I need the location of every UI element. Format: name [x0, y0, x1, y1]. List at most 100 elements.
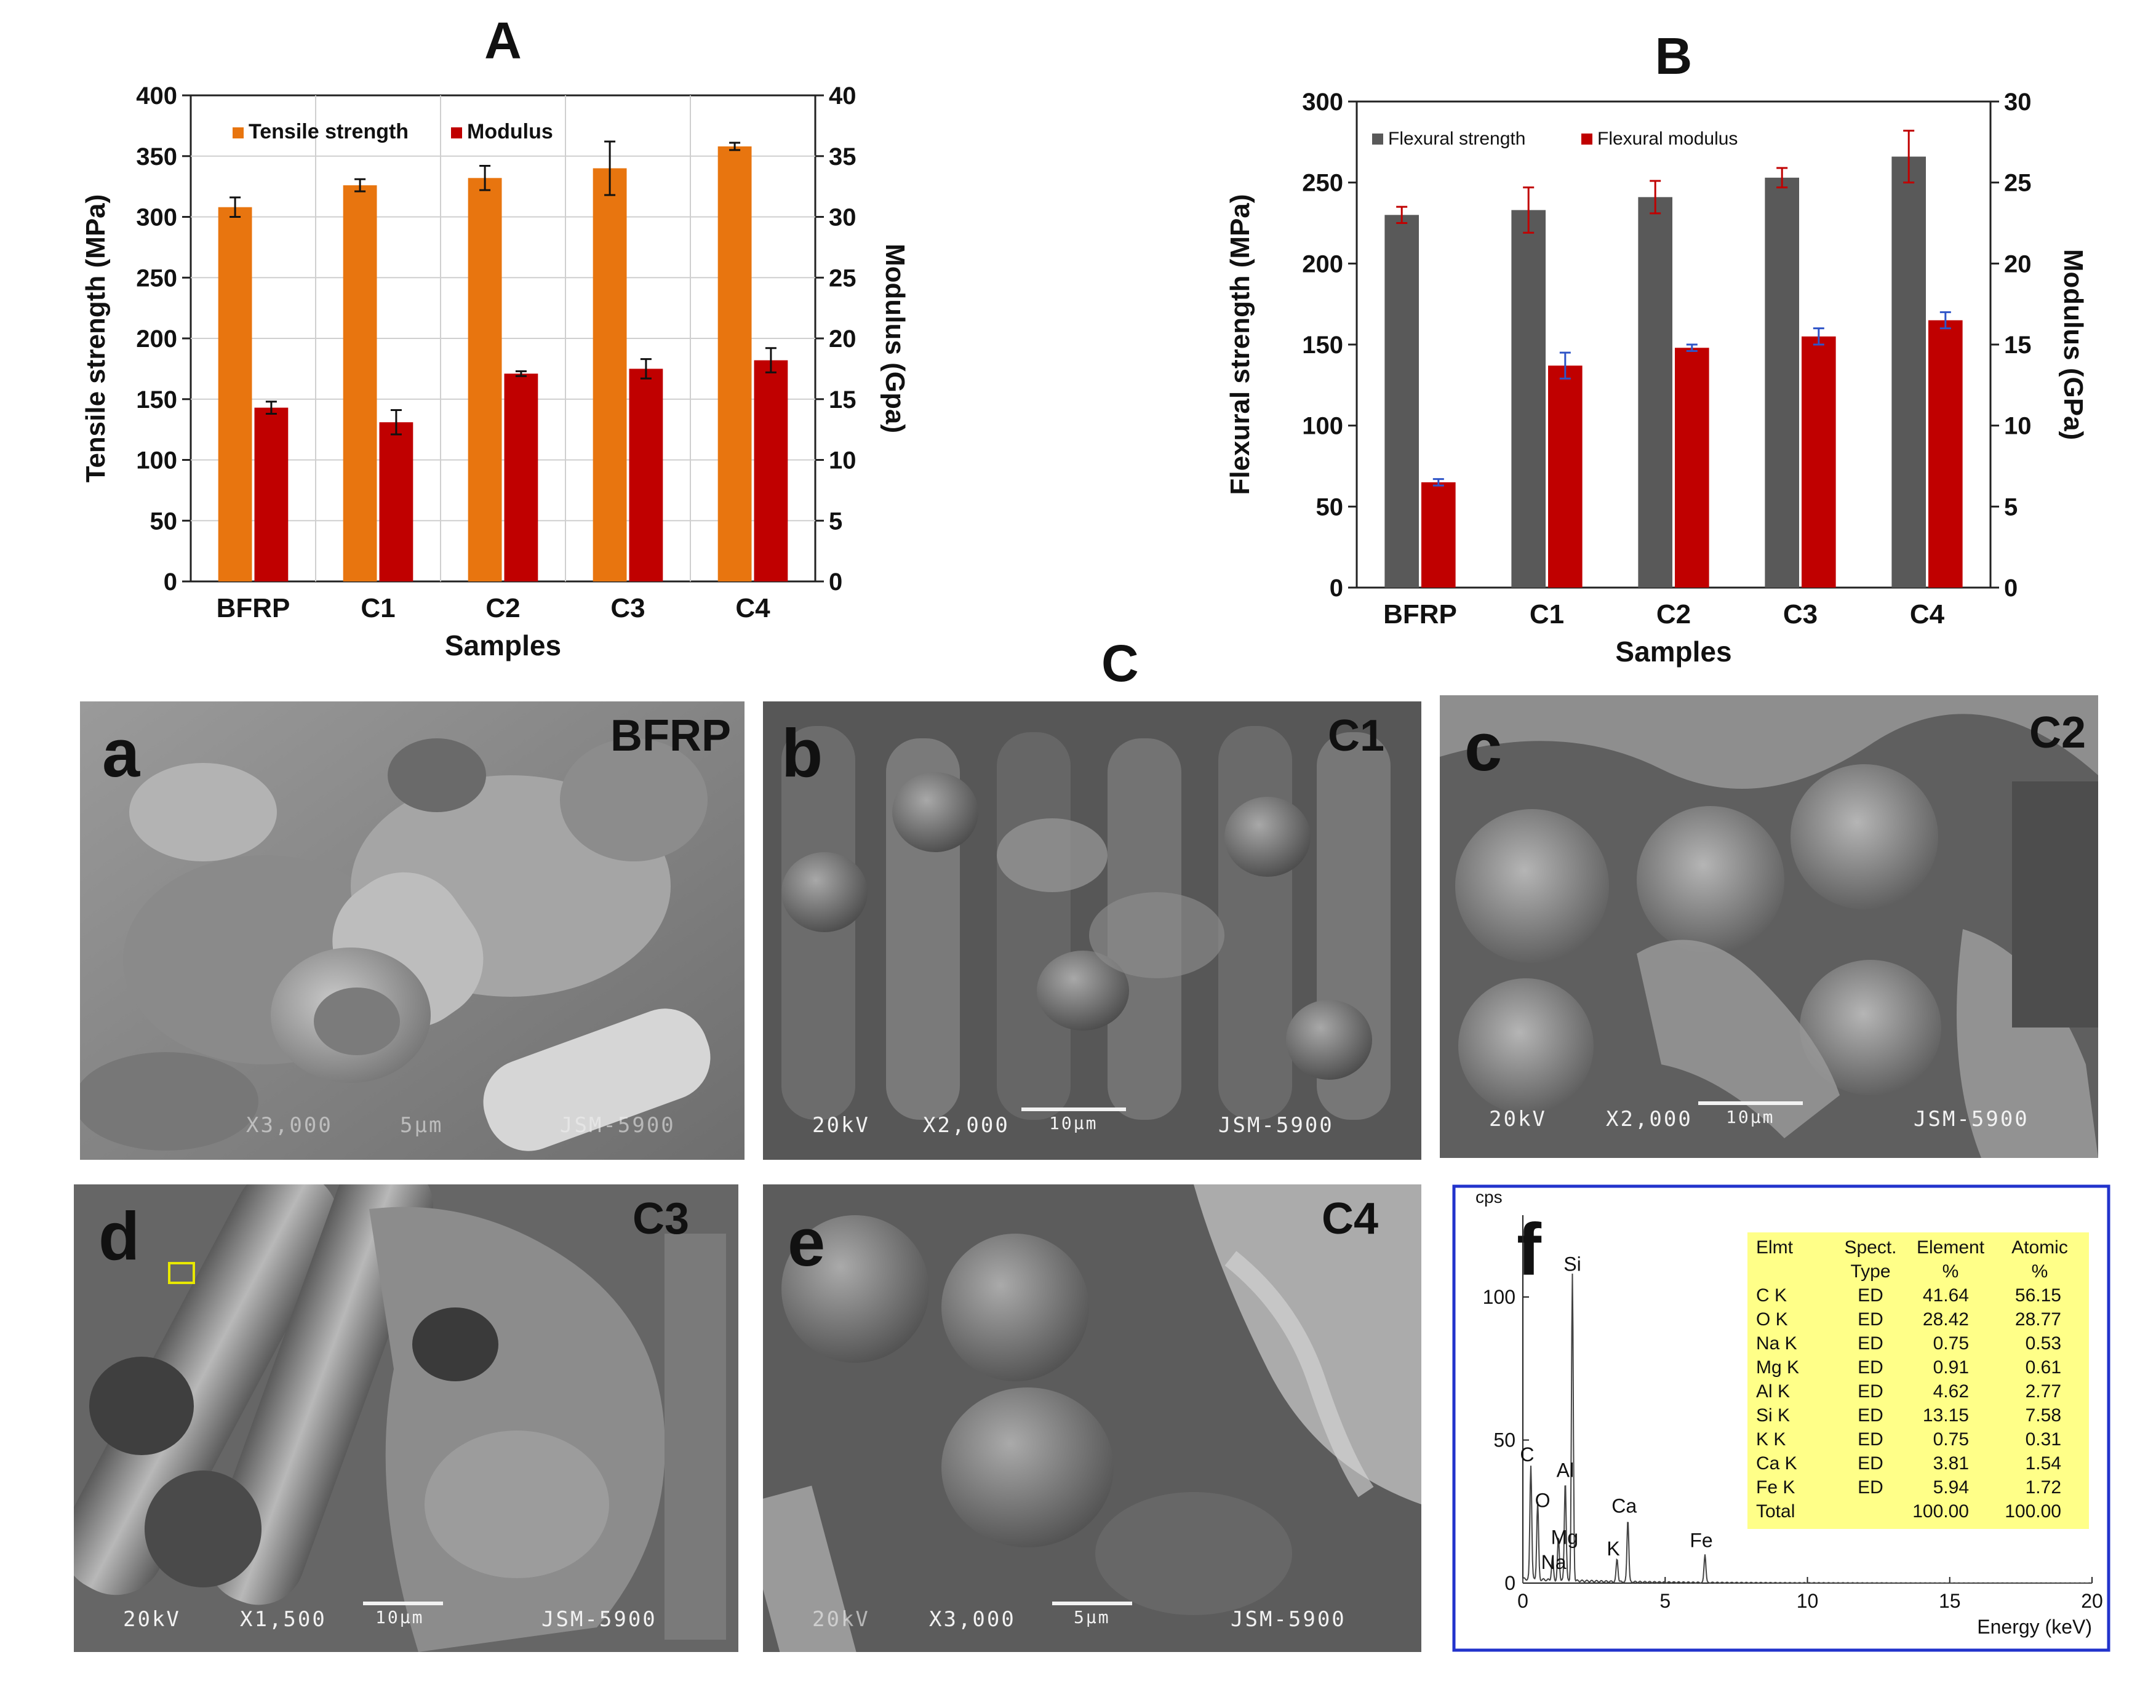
table-cell: ED	[1858, 1453, 1883, 1474]
sem-magnification: X2,000	[923, 1113, 1010, 1138]
y-right-tick-label: 25	[829, 265, 856, 292]
bar-secondary	[754, 360, 788, 581]
sem-magnification: X2,000	[1606, 1107, 1693, 1131]
table-cell: Na K	[1756, 1333, 1797, 1354]
table-cell: ED	[1858, 1477, 1883, 1498]
chart-a: A 0 50 100 150 200 250 300 350 400 0 5 10 15 20 25 30 35 4…	[81, 12, 910, 661]
y-right-tick-label: 5	[2004, 493, 2018, 521]
bar-secondary	[379, 422, 413, 581]
legend-label: Flexural strength	[1388, 129, 1525, 149]
peak-label: Al	[1557, 1459, 1574, 1481]
y-left-axis-label: Tensile strength (MPa)	[81, 194, 111, 483]
x-tick-label: 20	[2081, 1590, 2103, 1612]
table-cell: C K	[1756, 1285, 1787, 1306]
panel-label-c: C	[1101, 634, 1139, 692]
table-cell: ED	[1858, 1429, 1883, 1450]
legend-swatch	[1372, 134, 1383, 145]
table-cell: Mg K	[1756, 1357, 1799, 1378]
table-cell: 4.62	[1933, 1381, 1969, 1402]
legend-swatch	[451, 127, 462, 138]
y-right-tick-label: 15	[2004, 332, 2032, 359]
y-right-axis-label: Modulus (GPa)	[2058, 249, 2088, 440]
x-axis-label: Energy (keV)	[1977, 1616, 2092, 1638]
sem-sample-label: C2	[2029, 708, 2086, 757]
x-tick-label: BFRP	[1383, 599, 1457, 629]
peak-label: Ca	[1611, 1495, 1637, 1517]
sem-model: JSM-5900	[541, 1607, 657, 1632]
table-cell: 1.54	[2026, 1453, 2061, 1474]
eds-table-bg	[1747, 1232, 2089, 1529]
bar-secondary	[1802, 336, 1836, 588]
y-left-tick-label: 300	[136, 204, 177, 231]
table-cell: 0.53	[2026, 1333, 2061, 1354]
y-right-tick-label: 0	[2004, 575, 2018, 602]
y-left-tick-label: 150	[1302, 332, 1343, 359]
x-tick-label: BFRP	[217, 593, 290, 623]
y-left-tick-label: 300	[1302, 89, 1343, 116]
sem-scalebar	[363, 1602, 443, 1605]
sem-scale-text: 10μm	[1049, 1113, 1098, 1133]
y-left-tick-label: 400	[136, 82, 177, 110]
sem-panel-d: d C3 20kV X1,500 10μm JSM-5900	[74, 1184, 738, 1652]
bar-secondary	[504, 373, 538, 581]
sem-panel-e: e C4 20kV X3,000 5μm JSM-5900	[763, 1184, 1421, 1652]
table-header-cell: Atomic	[2011, 1237, 2068, 1258]
bar-secondary	[629, 369, 663, 581]
table-cell: Fe K	[1756, 1477, 1795, 1498]
y-right-tick-label: 20	[829, 325, 856, 353]
bar-primary	[468, 178, 502, 581]
peak-label: K	[1607, 1538, 1619, 1560]
y-right-tick-label: 40	[829, 82, 856, 110]
y-left-tick-label: 0	[1330, 575, 1343, 602]
y-tick-label: 50	[1493, 1429, 1515, 1451]
x-tick-label: C4	[1910, 599, 1945, 629]
legend-swatch	[233, 127, 244, 138]
y-left-tick-label: 50	[1316, 493, 1344, 521]
sem-scalebar	[1052, 1602, 1132, 1605]
table-cell: 0.91	[1933, 1357, 1969, 1378]
y-right-tick-label: 15	[829, 386, 856, 413]
table-cell: 0.31	[2026, 1429, 2061, 1450]
table-cell: 7.58	[2026, 1405, 2061, 1426]
sem-model: JSM-5900	[1218, 1113, 1334, 1138]
y-left-tick-label: 100	[136, 447, 177, 474]
sem-letter: d	[98, 1199, 140, 1274]
x-axis-label: Samples	[1615, 636, 1731, 668]
sem-sample-label: C1	[1327, 711, 1384, 760]
x-tick-label: 15	[1939, 1590, 1961, 1612]
bar-primary	[1638, 197, 1672, 588]
table-header-cell: %	[1942, 1261, 1959, 1282]
y-right-tick-label: 20	[2004, 250, 2032, 277]
table-header-cell: Elmt	[1756, 1237, 1794, 1258]
sem-kv: 20kV	[1489, 1107, 1547, 1131]
sem-scalebar	[1698, 1101, 1803, 1105]
peak-label: Si	[1563, 1253, 1581, 1275]
bar-primary	[717, 146, 752, 581]
bar-primary	[1384, 215, 1419, 588]
y-tick-label: 0	[1504, 1572, 1515, 1594]
sem-model: JSM-5900	[560, 1113, 676, 1138]
sem-kv: 20kV	[812, 1607, 870, 1632]
table-header-cell: %	[2032, 1261, 2048, 1282]
table-header-cell: Element	[1917, 1237, 1985, 1258]
table-cell: ED	[1858, 1309, 1883, 1330]
sem-sample-label: BFRP	[610, 711, 731, 760]
legend-swatch	[1581, 134, 1592, 145]
y-left-tick-label: 350	[136, 143, 177, 170]
y-left-tick-label: 150	[136, 386, 177, 413]
sem-letter: b	[781, 716, 823, 791]
x-tick-label: C4	[735, 593, 770, 623]
legend-label: Tensile strength	[249, 120, 409, 143]
y-right-tick-label: 10	[829, 447, 856, 474]
table-cell: 28.77	[2015, 1309, 2061, 1330]
sem-scale-text: 10μm	[1726, 1107, 1775, 1127]
table-cell: Al K	[1756, 1381, 1790, 1402]
bar-primary	[593, 168, 627, 581]
sem-letter: c	[1464, 709, 1503, 785]
table-cell: 3.81	[1933, 1453, 1969, 1474]
legend-label: Modulus	[467, 120, 553, 143]
table-cell: 28.42	[1923, 1309, 1969, 1330]
y-left-tick-label: 200	[136, 325, 177, 353]
table-cell: Ca K	[1756, 1453, 1797, 1474]
